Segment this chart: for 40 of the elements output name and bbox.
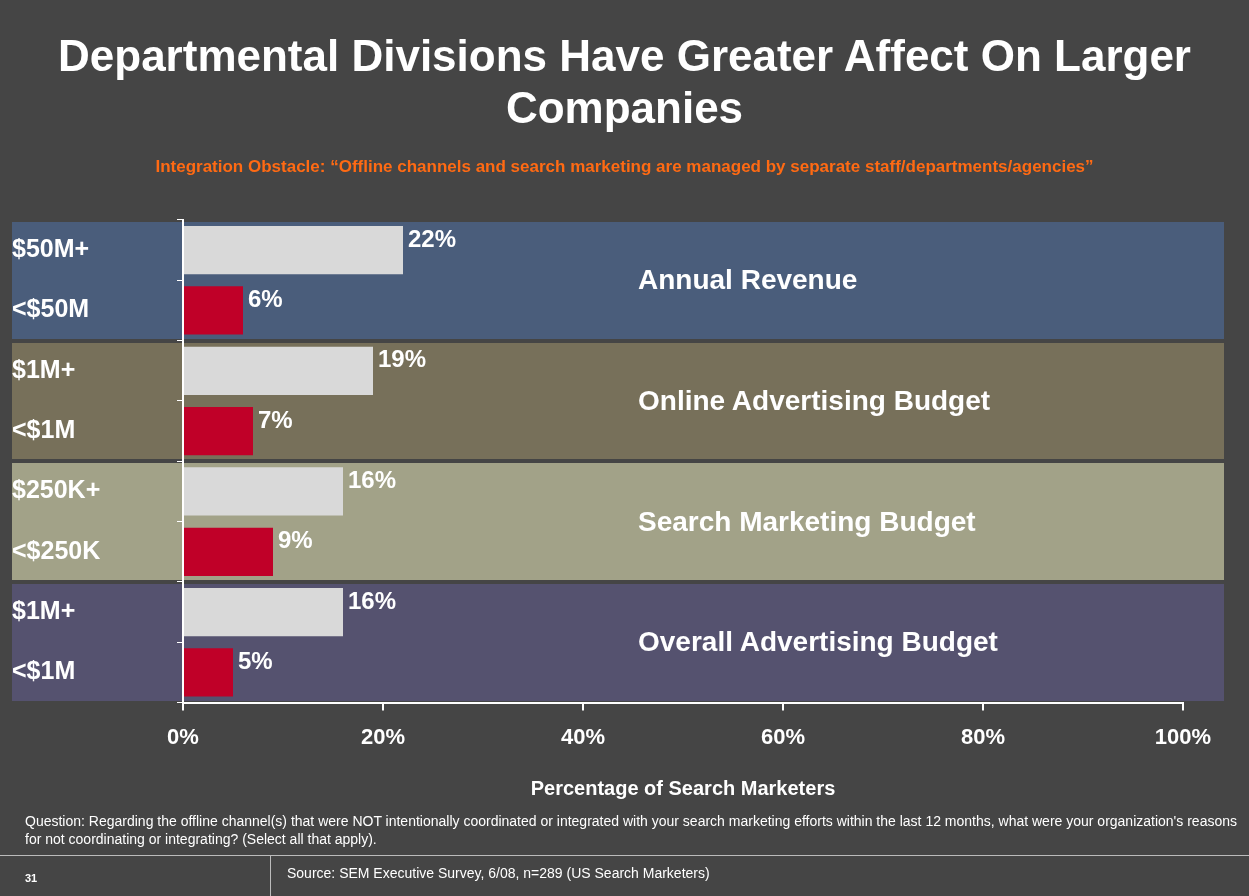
bar [184, 527, 273, 576]
data-label: 6% [248, 285, 283, 313]
text: 31 [25, 872, 38, 884]
x-tick-label: 100% [1154, 723, 1212, 749]
y-tick-label: <$250K [12, 535, 101, 564]
chart-title: Departmental Divisions Have Greater Affect On Larger Companies [57, 30, 1192, 134]
y-tick-label: <$50M [12, 294, 90, 323]
chart-subtitle: Integration Obstacle: “Offline channels and search marketing are managed by separate staff/departments/agencies” [154, 157, 1095, 177]
annotation: Annual Revenue [638, 264, 858, 297]
y-tick-label: $250K+ [12, 475, 101, 504]
annotation: Online Advertising Budget [638, 384, 991, 417]
bar [184, 467, 343, 516]
x-tick-label: 40% [560, 723, 606, 749]
data-label: 7% [258, 405, 293, 433]
data-label: 22% [408, 224, 457, 252]
source-note: Source: SEM Executive Survey, 6/08, n=289 (US Search Marketers) [287, 865, 710, 881]
data-label: 9% [278, 526, 313, 554]
y-tick-label: $50M+ [12, 234, 90, 263]
data-label: 19% [378, 345, 427, 373]
text: Question: Regarding the offline channel(s) that were NOT intentionally coordinated or integrated with your search marketing efforts within the last 12 months, what were your organization's reasons for not coordinating or integrating? (Select all that apply). [25, 812, 1238, 848]
bar [184, 407, 253, 456]
data-label: 5% [238, 647, 273, 675]
bar [184, 648, 233, 697]
y-tick-label: <$1M [12, 656, 76, 685]
bar [184, 286, 243, 335]
bar [184, 226, 403, 275]
bar [184, 587, 343, 637]
bar [184, 346, 373, 395]
data-label: 16% [348, 466, 397, 494]
annotation: Overall Advertising Budget [638, 626, 998, 659]
x-tick-label: 60% [760, 723, 806, 749]
y-tick-label: <$1M [12, 415, 76, 444]
x-tick-label: 20% [360, 723, 406, 749]
x-axis-title: Percentage of Search Marketers [530, 776, 836, 799]
data-label: 16% [348, 586, 397, 614]
y-tick-label: $1M+ [12, 354, 76, 383]
x-tick-label: 80% [960, 723, 1006, 749]
y-tick-label: $1M+ [12, 596, 76, 624]
x-tick-label: 0% [167, 723, 199, 749]
annotation: Search Marketing Budget [638, 505, 976, 538]
